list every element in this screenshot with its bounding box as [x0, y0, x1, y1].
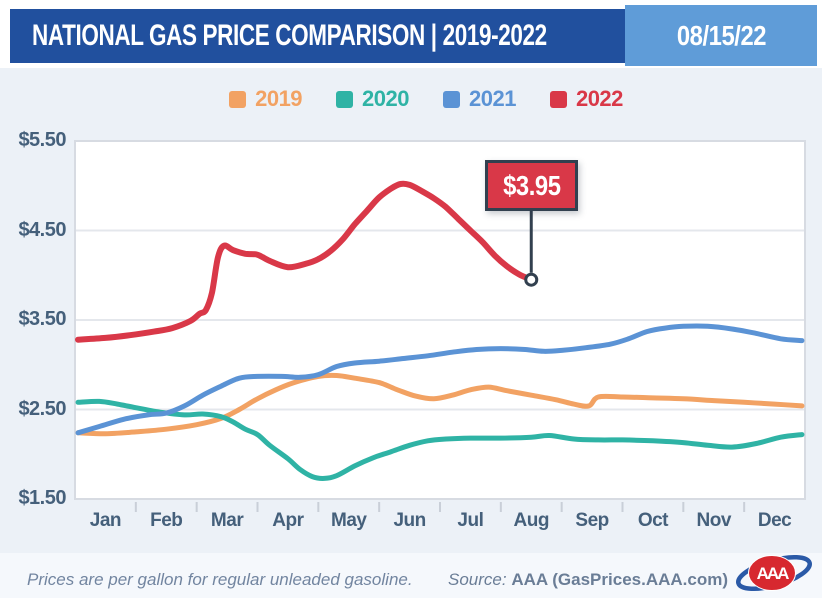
legend-swatch-2020 — [336, 90, 354, 108]
y-tick-label: $3.50 — [18, 308, 66, 330]
x-tick-label-feb: Feb — [150, 510, 183, 531]
y-tick-label: $4.50 — [18, 218, 66, 241]
legend-label-2022: 2022 — [575, 86, 623, 111]
x-tick-label-oct: Oct — [637, 510, 669, 531]
y-tick-label: $1.50 — [18, 487, 66, 509]
report-date: 08/15/22 — [676, 19, 766, 51]
x-tick-label-aug: Aug — [513, 510, 550, 531]
page-title: NATIONAL GAS PRICE COMPARISON | 2019-202… — [32, 19, 547, 52]
date-badge: 08/15/22 — [625, 5, 817, 66]
price-callout: $3.95 — [485, 160, 578, 211]
legend-item-2022: 2022 — [549, 86, 623, 112]
footer-source: Source: AAA (GasPrices.AAA.com) — [448, 570, 728, 590]
y-tick-label: $2.50 — [18, 397, 66, 420]
x-tick-label-jul: Jul — [457, 510, 484, 531]
x-tick-label-jun: Jun — [393, 510, 426, 531]
x-tick-label-mar: Mar — [210, 510, 244, 531]
source-prefix: Source: — [448, 570, 507, 589]
footer-background — [0, 553, 822, 598]
aaa-logo-oval — [748, 555, 796, 591]
legend-swatch-2019 — [229, 90, 247, 108]
legend-label-2021: 2021 — [469, 86, 516, 111]
legend-label-2019: 2019 — [255, 86, 303, 111]
x-tick-label-jan: Jan — [89, 510, 122, 531]
series-line-2022 — [75, 180, 535, 343]
legend-item-2020: 2020 — [336, 86, 409, 112]
x-tick-label-apr: Apr — [272, 510, 304, 531]
series-line-2020 — [75, 398, 805, 481]
y-tick-label: $5.50 — [18, 129, 66, 151]
x-tick-label-may: May — [331, 510, 367, 531]
x-tick-label-dec: Dec — [757, 510, 792, 531]
legend-swatch-2022 — [549, 90, 567, 108]
header-bar: NATIONAL GAS PRICE COMPARISON | 2019-202… — [10, 9, 625, 63]
source-text: AAA (GasPrices.AAA.com) — [511, 570, 728, 589]
legend-item-2019: 2019 — [229, 86, 303, 112]
footer-note: Prices are per gallon for regular unlead… — [27, 570, 413, 589]
aaa-logo: AAA — [736, 554, 812, 592]
x-tick-label-sep: Sep — [575, 510, 609, 531]
legend-swatch-2021 — [443, 90, 460, 108]
series-line-2021 — [75, 323, 805, 436]
aaa-logo-text: AAA — [757, 564, 790, 583]
x-tick-label-nov: Nov — [696, 510, 732, 531]
chart-legend: 2019 2020 2021 2022 — [30, 86, 822, 112]
legend-label-2020: 2020 — [362, 86, 409, 111]
legend-item-2021: 2021 — [443, 86, 516, 112]
callout-value: $3.95 — [502, 169, 561, 201]
callout-endpoint-dot — [524, 272, 539, 287]
